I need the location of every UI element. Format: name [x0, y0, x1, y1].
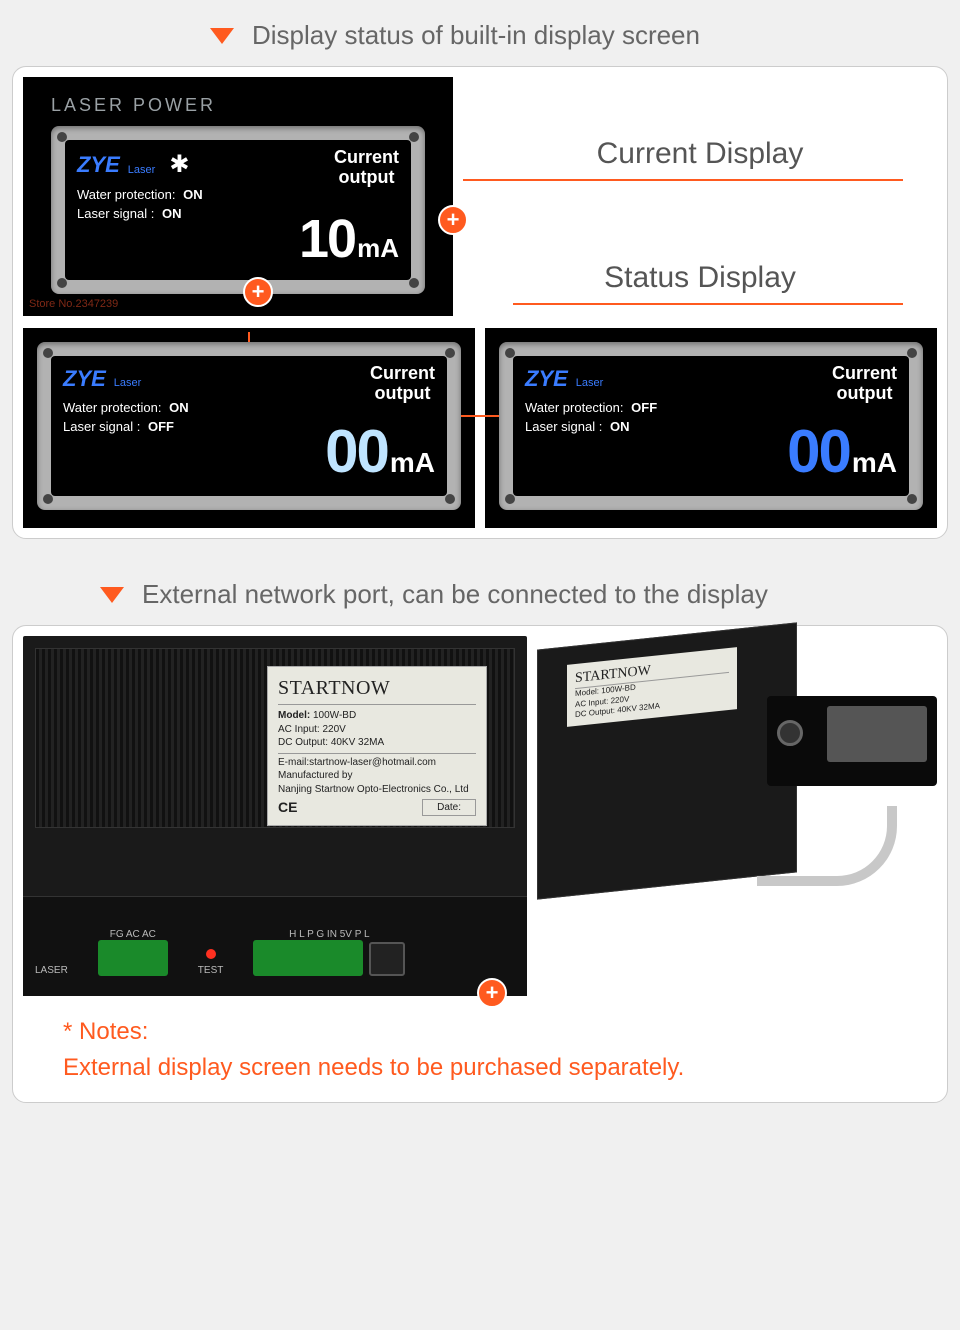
- notes-label: * Notes:: [63, 1014, 937, 1050]
- terminal-block-ac: [98, 940, 168, 976]
- psu-port-strip: LASER FG AC AC TEST H L P G IN 5V P L: [23, 896, 527, 996]
- section-header-1: Display status of built-in display scree…: [0, 0, 960, 66]
- notes-text: External display screen needs to be purc…: [63, 1050, 937, 1086]
- zye-brand-sub: Laser: [128, 164, 156, 176]
- notes-block: * Notes: External display screen needs t…: [23, 996, 937, 1092]
- power-supply-unit: STARTNOW Model: 100W-BD AC Input: 220V D…: [23, 636, 527, 996]
- current-reading: 10 mA: [299, 208, 399, 270]
- callout-dot-network: +: [477, 978, 507, 1008]
- rj45-port: [369, 942, 405, 976]
- display-variant-left: ZYE Laser Current output Water protectio…: [23, 328, 475, 528]
- laser-port-label: LASER: [35, 965, 68, 976]
- hardware-panel: STARTNOW Model: 100W-BD AC Input: 220V D…: [12, 625, 948, 1103]
- laser-star-icon: ✱: [169, 150, 189, 179]
- lcd-screen-right: ZYE Laser Current output Water protectio…: [513, 356, 909, 496]
- lcd-frame-top: ZYE Laser ✱ Current output Water protect…: [51, 126, 425, 294]
- current-output-label: Current output: [334, 148, 399, 188]
- ethernet-cable: [757, 806, 897, 886]
- section-header-2: External network port, can be connected …: [0, 559, 960, 625]
- callout-dot-current: +: [438, 205, 468, 235]
- lcd-screen-top: ZYE Laser ✱ Current output Water protect…: [65, 140, 411, 280]
- callouts: Current Display Status Display: [463, 77, 937, 305]
- triangle-icon: [100, 587, 124, 603]
- status-water-protection: Water protection: ON: [77, 187, 399, 202]
- triangle-icon: [210, 28, 234, 44]
- laser-power-label: LASER POWER: [51, 95, 425, 116]
- display-variant-right: ZYE Laser Current output Water protectio…: [485, 328, 937, 528]
- display-panel: LASER POWER ZYE Laser ✱ Current output W…: [12, 66, 948, 539]
- top-display-module: LASER POWER ZYE Laser ✱ Current output W…: [23, 77, 453, 316]
- control-knob: [777, 720, 803, 746]
- lcd-screen-left: ZYE Laser Current output Water protectio…: [51, 356, 447, 496]
- external-display-diagram: STARTNOW Model: 100W-BD AC Input: 220V D…: [537, 636, 937, 996]
- mini-lcd-screen: [827, 706, 927, 762]
- status-led: [206, 949, 216, 959]
- section-title-1: Display status of built-in display scree…: [252, 20, 700, 51]
- section-title-2: External network port, can be connected …: [142, 579, 768, 610]
- zye-brand: ZYE: [77, 152, 120, 178]
- callout-current-display: Current Display: [463, 137, 937, 171]
- callout-dot-status: +: [243, 277, 273, 307]
- psu-label-sticker: STARTNOW Model: 100W-BD AC Input: 220V D…: [267, 666, 487, 826]
- terminal-block-signal: [253, 940, 363, 976]
- callout-status-display: Status Display: [463, 261, 937, 295]
- external-display-module: [767, 696, 937, 786]
- store-watermark: Store No.2347239: [29, 298, 118, 310]
